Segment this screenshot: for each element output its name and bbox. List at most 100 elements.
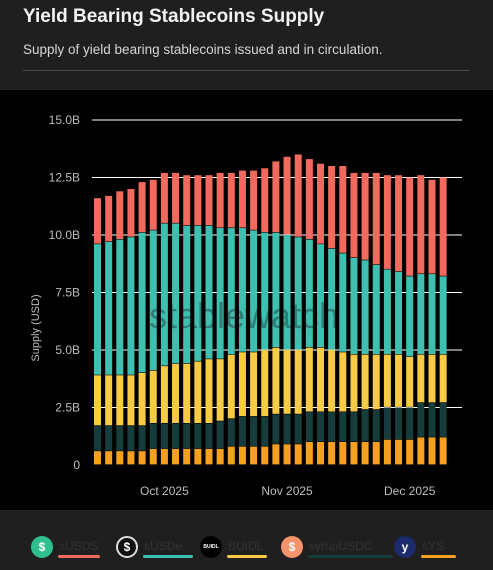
bar-segment-sYS[interactable]	[350, 442, 358, 465]
bar-segment-BUIDL[interactable]	[372, 354, 380, 410]
bar-stack[interactable]	[395, 175, 403, 465]
bar-segment-BUIDL[interactable]	[160, 366, 168, 423]
bar-segment-sUSDe[interactable]	[428, 274, 436, 354]
bar-segment-BUIDL[interactable]	[361, 354, 369, 410]
bar-segment-syrupUSDC[interactable]	[261, 416, 269, 446]
bar-segment-sYS[interactable]	[372, 442, 380, 465]
bar-segment-sUSDe[interactable]	[116, 239, 124, 375]
bar-segment-sUSDe[interactable]	[261, 232, 269, 350]
bar-segment-sYS[interactable]	[417, 437, 425, 465]
bar-stack[interactable]	[372, 172, 380, 465]
bar-segment-syrupUSDC[interactable]	[227, 419, 235, 446]
bar-segment-sYS[interactable]	[283, 444, 291, 465]
bar-stack[interactable]	[238, 170, 246, 465]
bar-segment-sUSDe[interactable]	[205, 225, 213, 359]
bar-segment-syrupUSDC[interactable]	[138, 425, 146, 451]
bar-segment-sUSDS[interactable]	[149, 179, 157, 230]
bar-segment-sUSDe[interactable]	[216, 228, 224, 359]
bar-stack[interactable]	[383, 175, 391, 465]
bar-stack[interactable]	[194, 175, 202, 465]
bar-segment-syrupUSDC[interactable]	[250, 416, 258, 446]
bar-segment-sUSDS[interactable]	[294, 154, 302, 237]
bar-segment-sUSDS[interactable]	[227, 172, 235, 228]
bar-segment-BUIDL[interactable]	[205, 359, 213, 423]
bar-segment-sYS[interactable]	[294, 444, 302, 465]
bar-segment-sYS[interactable]	[127, 451, 135, 465]
bar-segment-sUSDS[interactable]	[439, 177, 447, 276]
bar-segment-BUIDL[interactable]	[250, 352, 258, 417]
bar-stack[interactable]	[305, 159, 313, 465]
bar-segment-sUSDe[interactable]	[305, 239, 313, 348]
bar-segment-sYS[interactable]	[138, 451, 146, 465]
bar-segment-sUSDS[interactable]	[417, 175, 425, 274]
bar-segment-sUSDS[interactable]	[172, 172, 180, 223]
bar-segment-sUSDS[interactable]	[305, 159, 313, 239]
bar-segment-sUSDS[interactable]	[361, 172, 369, 260]
bar-segment-sUSDS[interactable]	[250, 170, 258, 230]
bar-segment-syrupUSDC[interactable]	[294, 414, 302, 444]
bar-segment-sYS[interactable]	[94, 451, 101, 465]
bar-segment-syrupUSDC[interactable]	[428, 402, 436, 437]
bar-stack[interactable]	[149, 179, 157, 465]
bar-segment-sYS[interactable]	[339, 442, 347, 465]
bar-segment-sYS[interactable]	[205, 448, 213, 465]
bar-segment-sYS[interactable]	[227, 446, 235, 465]
bar-segment-syrupUSDC[interactable]	[372, 409, 380, 442]
bar-stack[interactable]	[283, 156, 291, 465]
bar-segment-sUSDe[interactable]	[138, 232, 146, 373]
bar-segment-syrupUSDC[interactable]	[272, 414, 280, 444]
bar-segment-sUSDe[interactable]	[127, 237, 135, 375]
bar-segment-BUIDL[interactable]	[350, 354, 358, 412]
bar-segment-syrupUSDC[interactable]	[305, 412, 313, 442]
bar-segment-sUSDS[interactable]	[205, 175, 213, 226]
bar-segment-sYS[interactable]	[406, 439, 414, 465]
bar-segment-BUIDL[interactable]	[317, 347, 324, 412]
bar-segment-syrupUSDC[interactable]	[283, 414, 291, 444]
bar-segment-sUSDe[interactable]	[149, 230, 157, 371]
bar-segment-BUIDL[interactable]	[272, 347, 280, 414]
bar-stack[interactable]	[361, 172, 369, 465]
bar-segment-BUIDL[interactable]	[127, 375, 135, 426]
bar-segment-sYS[interactable]	[395, 439, 403, 465]
bar-segment-sUSDe[interactable]	[194, 225, 202, 361]
bar-segment-BUIDL[interactable]	[194, 361, 202, 424]
bar-segment-BUIDL[interactable]	[417, 354, 425, 403]
bar-segment-syrupUSDC[interactable]	[172, 423, 180, 449]
bar-segment-sUSDe[interactable]	[406, 276, 414, 357]
bar-segment-sUSDe[interactable]	[439, 276, 447, 354]
bar-segment-sUSDS[interactable]	[105, 195, 113, 242]
bar-segment-sYS[interactable]	[238, 446, 246, 465]
bar-segment-sYS[interactable]	[383, 439, 391, 465]
bar-segment-syrupUSDC[interactable]	[216, 421, 224, 449]
bar-segment-syrupUSDC[interactable]	[94, 425, 101, 451]
bar-stack[interactable]	[250, 170, 258, 465]
bar-segment-sYS[interactable]	[172, 448, 180, 465]
bar-segment-sYS[interactable]	[160, 448, 168, 465]
bar-segment-BUIDL[interactable]	[238, 352, 246, 417]
bar-segment-sYS[interactable]	[261, 446, 269, 465]
bar-segment-sUSDe[interactable]	[317, 244, 324, 348]
bar-segment-sYS[interactable]	[116, 451, 124, 465]
bar-segment-sUSDS[interactable]	[428, 179, 436, 274]
bar-stack[interactable]	[317, 163, 324, 465]
bar-stack[interactable]	[172, 172, 180, 465]
bar-segment-syrupUSDC[interactable]	[183, 423, 191, 449]
bar-segment-BUIDL[interactable]	[183, 363, 191, 423]
bar-segment-syrupUSDC[interactable]	[149, 423, 157, 449]
bar-segment-sUSDS[interactable]	[328, 166, 336, 249]
bar-segment-sYS[interactable]	[328, 442, 336, 465]
bar-segment-syrupUSDC[interactable]	[116, 425, 124, 451]
bar-segment-sUSDe[interactable]	[339, 253, 347, 352]
bar-segment-sUSDe[interactable]	[183, 225, 191, 364]
bar-stack[interactable]	[138, 182, 146, 465]
bar-segment-syrupUSDC[interactable]	[317, 412, 324, 442]
bar-segment-BUIDL[interactable]	[406, 356, 414, 407]
bar-stack[interactable]	[294, 154, 302, 465]
bar-segment-BUIDL[interactable]	[149, 370, 157, 423]
bar-segment-BUIDL[interactable]	[216, 359, 224, 421]
bar-segment-sUSDS[interactable]	[406, 177, 414, 276]
bar-segment-sUSDS[interactable]	[339, 166, 347, 253]
bar-segment-sUSDS[interactable]	[138, 182, 146, 233]
bar-stack[interactable]	[272, 161, 280, 465]
bar-stack[interactable]	[350, 172, 358, 465]
